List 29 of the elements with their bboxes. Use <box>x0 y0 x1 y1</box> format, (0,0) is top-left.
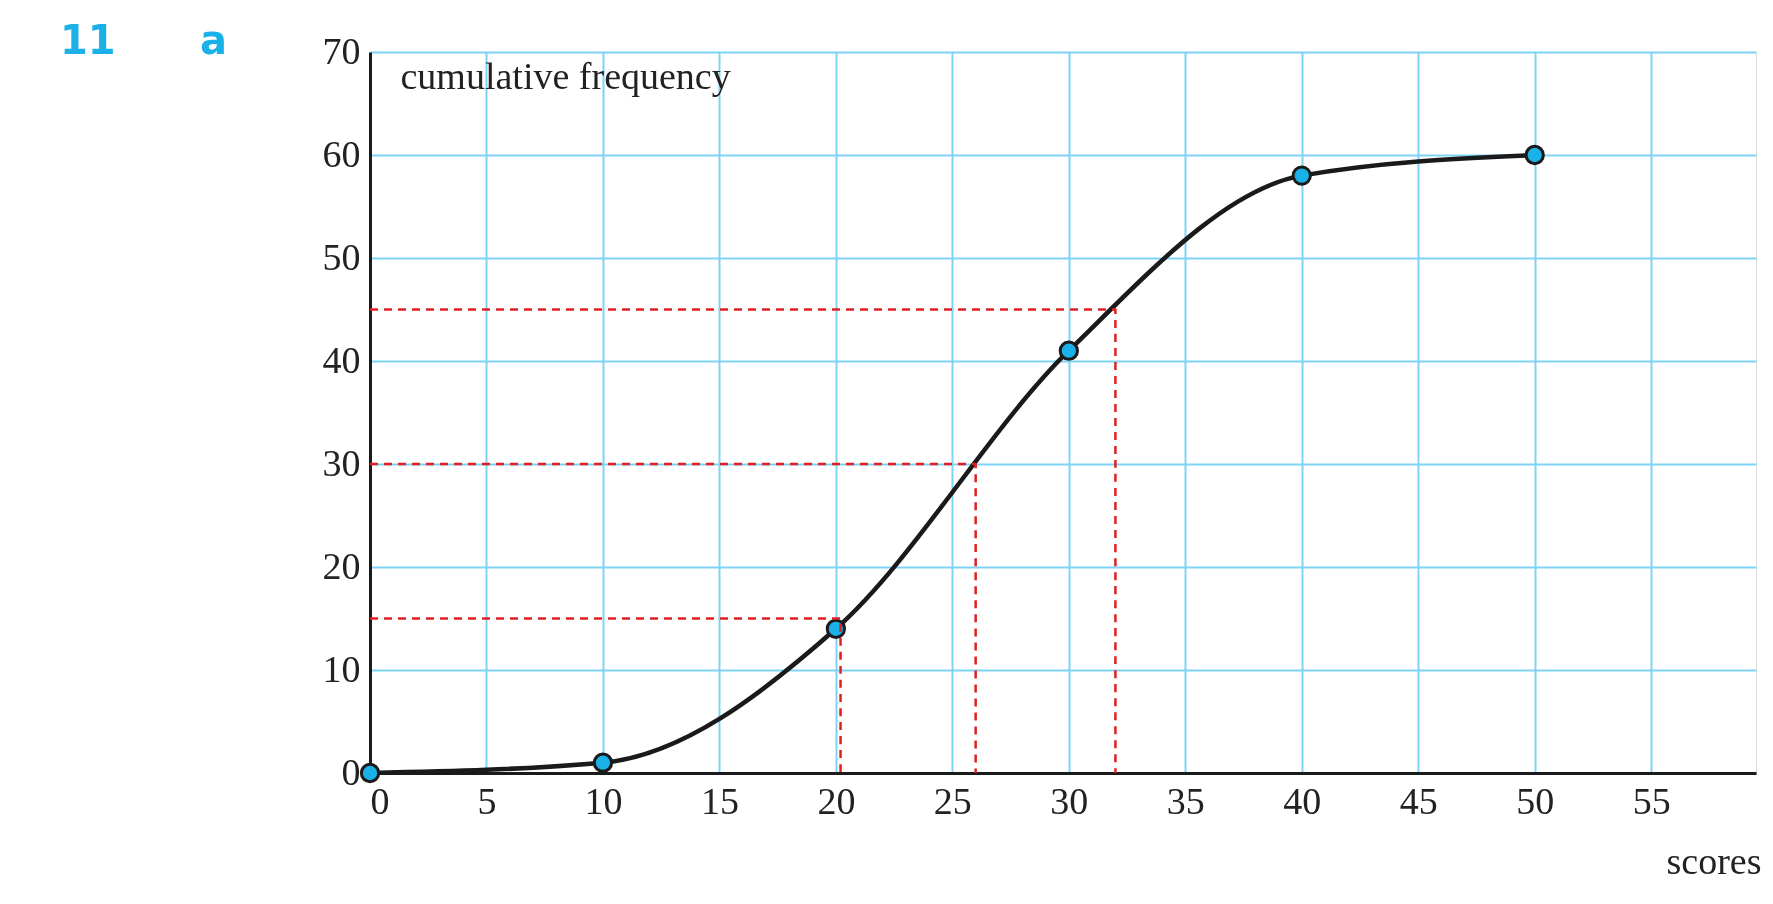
point <box>1291 165 1312 186</box>
x-tick-label: 55 <box>1632 779 1671 822</box>
x-tick-label: 35 <box>1166 779 1205 822</box>
x-tick-label: 20 <box>817 779 856 822</box>
y-tick-label: 70 <box>322 29 361 72</box>
x-axis-title: scores <box>1666 839 1762 882</box>
x-tick-label: 10 <box>584 779 623 822</box>
text: 11 <box>60 17 116 63</box>
x-tick-label: 5 <box>477 779 497 822</box>
x-tick-label: 0 <box>370 779 390 822</box>
x-tick-label: 15 <box>700 779 739 822</box>
point <box>359 762 381 784</box>
y-tick-label: 0 <box>341 750 361 793</box>
x-tick-label: 30 <box>1050 779 1089 822</box>
text: a <box>200 17 227 63</box>
x-tick-label: 40 <box>1283 779 1322 822</box>
point <box>592 752 614 773</box>
point <box>1524 144 1545 166</box>
y-tick-label: 30 <box>322 441 361 484</box>
y-tick-label: 10 <box>322 647 361 690</box>
y-tick-label: 60 <box>322 132 361 175</box>
x-tick-label: 25 <box>933 779 972 822</box>
x-tick-label: 50 <box>1516 779 1555 822</box>
y-tick-label: 40 <box>322 338 361 381</box>
y-tick-label: 50 <box>322 235 361 278</box>
point <box>825 618 847 639</box>
point <box>1058 340 1079 361</box>
y-tick-label: 20 <box>322 544 361 587</box>
x-tick-label: 45 <box>1399 779 1438 822</box>
